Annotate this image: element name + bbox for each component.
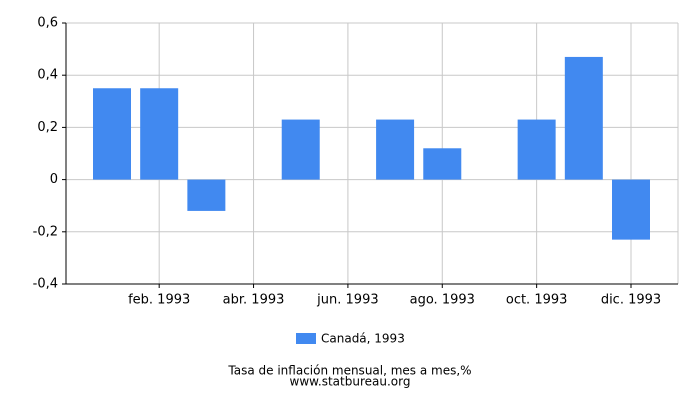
x-tick-label: abr. 1993 xyxy=(223,293,285,308)
legend-swatch xyxy=(296,333,316,344)
chart-title: Tasa de inflación mensual, mes a mes,% xyxy=(227,364,471,378)
bar xyxy=(517,119,556,180)
y-tick-label: 0,6 xyxy=(37,16,58,31)
y-tick-label: -0,4 xyxy=(33,277,58,292)
bar xyxy=(187,179,226,211)
y-tick-label: -0,2 xyxy=(33,224,58,239)
x-tick-label: dic. 1993 xyxy=(601,293,661,308)
chart-subtitle: www.statbureau.org xyxy=(290,375,411,389)
x-tick-label: jun. 1993 xyxy=(316,293,378,308)
bar xyxy=(376,119,415,180)
y-tick-label: 0,4 xyxy=(37,68,58,83)
bar xyxy=(612,179,650,240)
x-tick-label: oct. 1993 xyxy=(506,293,568,308)
x-tick-label: ago. 1993 xyxy=(410,293,475,308)
y-tick-label: 0,2 xyxy=(37,120,58,135)
bar xyxy=(423,148,462,180)
x-tick-label: feb. 1993 xyxy=(128,293,190,308)
y-tick-label: 0 xyxy=(50,172,58,187)
bar xyxy=(564,56,603,180)
bar xyxy=(140,88,179,180)
bar xyxy=(93,88,131,180)
bar xyxy=(281,119,320,180)
legend-label: Canadá, 1993 xyxy=(321,332,405,346)
